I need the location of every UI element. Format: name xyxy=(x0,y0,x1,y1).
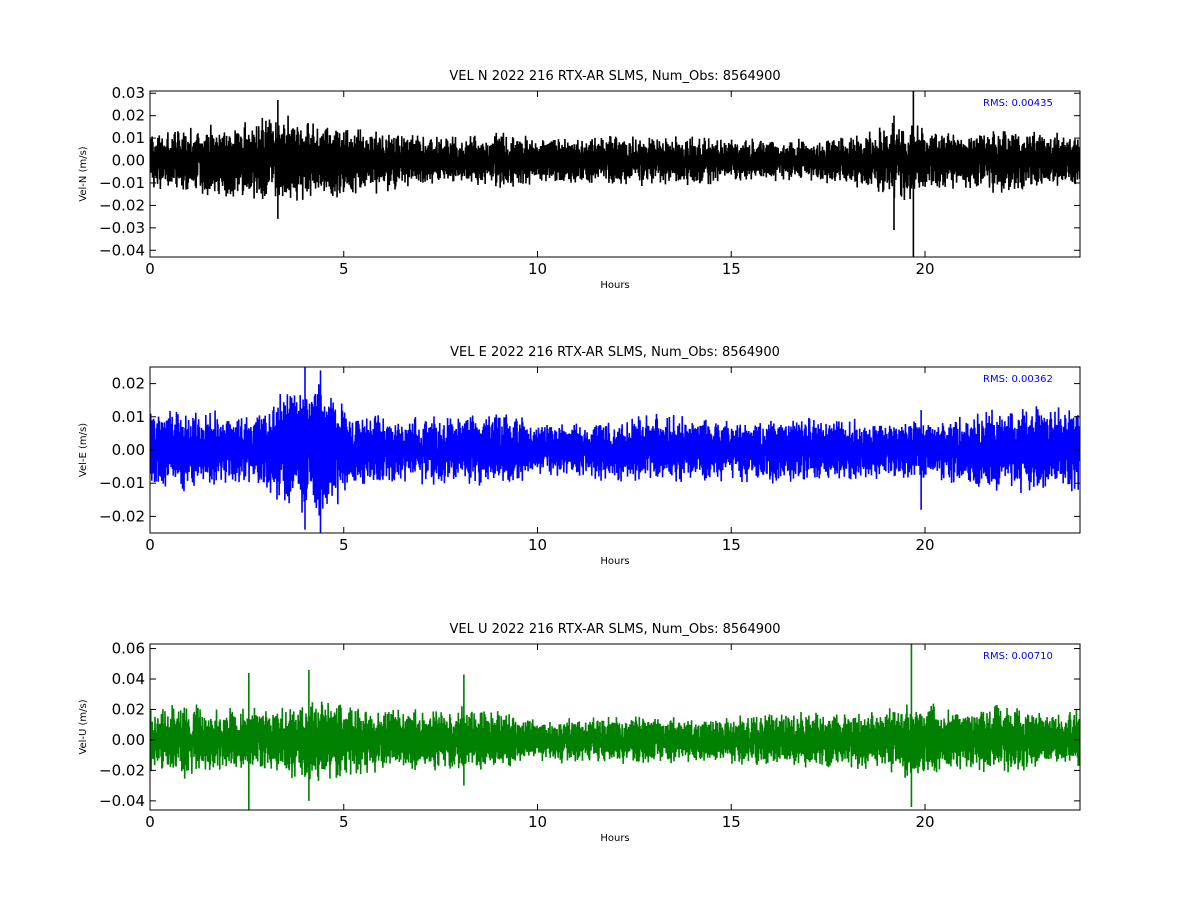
y-tick-label: −0.04 xyxy=(99,792,145,810)
rms-annotation: RMS: 0.00435 xyxy=(983,98,1053,109)
y-tick-label: −0.03 xyxy=(99,219,145,237)
y-tick-label: 0.02 xyxy=(112,107,145,125)
y-axis-label: Vel-U (m/s) xyxy=(78,699,89,754)
data-series-line xyxy=(150,367,1080,533)
y-tick-label: 0.01 xyxy=(112,408,145,426)
y-tick-label: 0.04 xyxy=(112,670,145,688)
y-axis-label: Vel-E (m/s) xyxy=(78,423,89,477)
y-tick-label: 0.00 xyxy=(112,731,145,749)
plot-frame xyxy=(149,643,1081,811)
plot-frame xyxy=(149,90,1081,258)
x-tick-label: 15 xyxy=(722,260,741,278)
y-tick-label: −0.04 xyxy=(99,241,145,259)
y-tick-label: 0.01 xyxy=(112,129,145,147)
y-axis-label: Vel-N (m/s) xyxy=(78,146,89,201)
x-tick-label: 5 xyxy=(339,813,349,831)
y-tick-label: −0.01 xyxy=(99,174,145,192)
x-tick-label: 20 xyxy=(915,260,934,278)
x-tick-label: 0 xyxy=(145,813,155,831)
y-tick-label: −0.02 xyxy=(99,507,145,525)
data-series-line xyxy=(150,644,1080,810)
x-axis-label: Hours xyxy=(600,833,629,844)
y-tick-label: −0.02 xyxy=(99,196,145,214)
x-tick-label: 20 xyxy=(915,536,934,554)
y-tick-label: 0.06 xyxy=(112,640,145,658)
y-tick-label: 0.02 xyxy=(112,375,145,393)
x-tick-label: 5 xyxy=(339,260,349,278)
rms-annotation: RMS: 0.00362 xyxy=(983,374,1053,385)
x-tick-label: 15 xyxy=(722,813,741,831)
data-series-line xyxy=(150,91,1080,257)
x-tick-label: 15 xyxy=(722,536,741,554)
panel-title: VEL E 2022 216 RTX-AR SLMS, Num_Obs: 856… xyxy=(450,345,780,360)
x-tick-label: 10 xyxy=(528,536,547,554)
x-tick-label: 10 xyxy=(528,260,547,278)
y-tick-label: −0.02 xyxy=(99,761,145,779)
x-tick-label: 0 xyxy=(145,536,155,554)
y-tick-label: 0.00 xyxy=(112,441,145,459)
y-tick-label: 0.00 xyxy=(112,152,145,170)
rms-annotation: RMS: 0.00710 xyxy=(983,651,1053,662)
y-tick-label: 0.02 xyxy=(112,700,145,718)
panel-title: VEL N 2022 216 RTX-AR SLMS, Num_Obs: 856… xyxy=(449,69,780,84)
x-axis-label: Hours xyxy=(600,556,629,567)
panel-title: VEL U 2022 216 RTX-AR SLMS, Num_Obs: 856… xyxy=(449,622,780,637)
x-tick-label: 10 xyxy=(528,813,547,831)
y-tick-label: 0.03 xyxy=(112,84,145,102)
x-tick-label: 0 xyxy=(145,260,155,278)
y-tick-label: −0.01 xyxy=(99,474,145,492)
x-tick-label: 5 xyxy=(339,536,349,554)
x-axis-label: Hours xyxy=(600,280,629,291)
x-tick-label: 20 xyxy=(915,813,934,831)
